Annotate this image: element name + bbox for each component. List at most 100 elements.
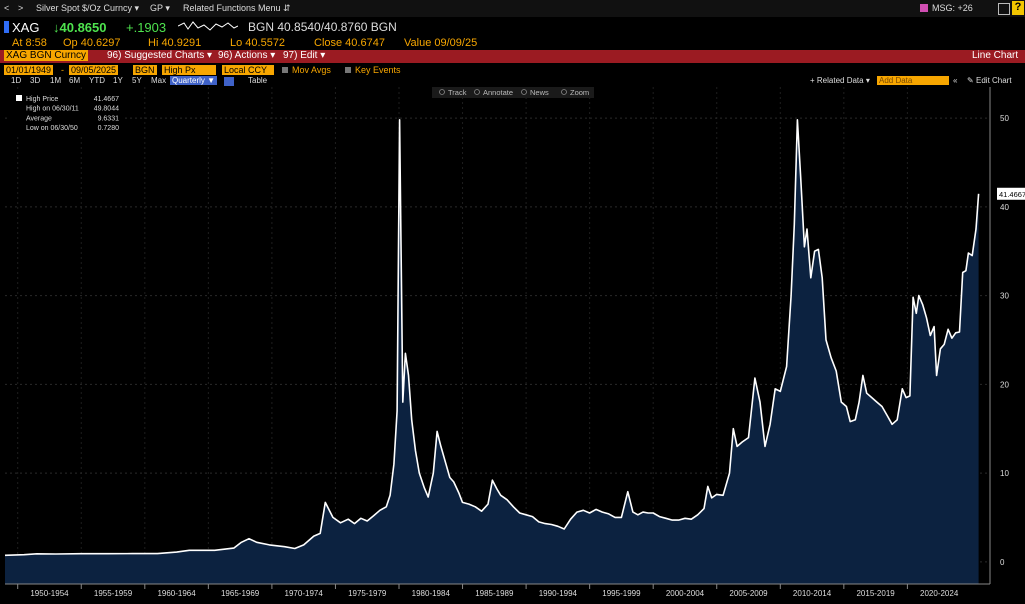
message-icon[interactable] (920, 4, 928, 12)
function-toolbar: XAG BGN Curncy 96) Suggested Charts ▾ 96… (0, 50, 1025, 63)
related-functions-menu[interactable]: Related Functions Menu ⇵ (183, 3, 291, 13)
annotate-icon (474, 89, 480, 95)
ticker-marker-icon (4, 21, 9, 33)
line-chart-icon[interactable] (224, 77, 234, 86)
news-icon (521, 89, 527, 95)
legend-high-value: 49.8044 (94, 106, 119, 113)
legend-average-label: Average (26, 115, 52, 122)
frequency-select[interactable]: Quarterly ▼ (170, 76, 218, 85)
add-data-input[interactable]: Add Data (877, 76, 949, 85)
x-tick-label: 1990-1994 (539, 589, 578, 598)
edit-chart-button[interactable]: Edit Chart (976, 76, 1012, 85)
tab-1m[interactable]: 1M (50, 76, 62, 85)
x-tick-label: 1965-1969 (221, 589, 260, 598)
related-data-button[interactable]: + Related Data ▾ (810, 76, 870, 85)
currency-select[interactable]: Local CCY (222, 65, 274, 75)
last-value-tag (997, 187, 1025, 200)
y-tick-label: 20 (1000, 380, 1009, 389)
tab-ytd[interactable]: YTD (89, 76, 105, 85)
tab-max[interactable]: Max (151, 76, 167, 85)
field-input[interactable]: High Px (162, 65, 216, 75)
last-price: ↓40.8650 (53, 20, 107, 35)
y-tick-label: 30 (1000, 292, 1009, 301)
tab-6m[interactable]: 6M (69, 76, 81, 85)
gp-menu[interactable]: GP ▾ (150, 3, 170, 13)
source-input[interactable]: BGN (133, 65, 157, 75)
actions-button[interactable]: 96) Actions ▾ (218, 50, 276, 61)
x-tick-label: 1950-1954 (30, 589, 69, 598)
legend-box (7, 91, 124, 135)
y-tick-label: 50 (1000, 114, 1009, 123)
collapse-icon[interactable]: « (953, 76, 958, 85)
chart-controls: 01/01/1949 - 09/05/2025 BGN High Px Loca… (0, 64, 1025, 77)
mov-avgs-checkbox[interactable] (282, 67, 288, 73)
x-tick-label: 1955-1959 (94, 589, 133, 598)
help-icon[interactable]: ? (1012, 1, 1024, 15)
legend-title-label: High Price (26, 96, 58, 103)
quote-line: XAG ↓40.8650 +.1903 BGN 40.8540/40.8760 … (0, 18, 1025, 36)
legend-low-value: 0.7280 (98, 125, 120, 132)
stat-open: Op 40.6297 (63, 37, 121, 49)
stat-time: At 8:58 (12, 37, 47, 49)
tab-5y[interactable]: 5Y (132, 76, 142, 85)
x-tick-label: 2020-2024 (920, 589, 959, 598)
legend-swatch (16, 95, 22, 101)
edit-chart-pencil-icon[interactable]: ✎ (967, 76, 974, 85)
ticker: XAG (12, 20, 40, 35)
x-tick-label: 1960-1964 (157, 589, 196, 598)
mov-avgs-label[interactable]: Mov Avgs (292, 65, 331, 75)
top-nav-bar: < > Silver Spot $/Oz Curncy ▾ GP ▾ Relat… (0, 0, 1025, 17)
edit-button[interactable]: 97) Edit ▾ (283, 50, 326, 61)
stat-low: Lo 40.5572 (230, 37, 286, 49)
msg-count[interactable]: MSG: +26 (932, 3, 973, 13)
period-tabs: 1D 3D 1M 6M YTD 1Y 5Y Max Quarterly ▼ Ta… (0, 76, 1025, 87)
legend-title-value: 41.4667 (94, 96, 119, 103)
x-tick-label: 2005-2009 (729, 589, 768, 598)
date-separator: - (61, 65, 64, 75)
tab-3d[interactable]: 3D (30, 76, 41, 85)
start-date-input[interactable]: 01/01/1949 (4, 65, 54, 75)
table-button[interactable]: Table (248, 76, 268, 85)
y-tick-label: 40 (1000, 203, 1009, 212)
x-tick-label: 2000-2004 (666, 589, 705, 598)
last-value-tag-text: 41.4667 (999, 190, 1025, 199)
security-field[interactable]: XAG BGN Curncy (4, 50, 89, 61)
stat-value: Value 09/09/25 (404, 37, 478, 49)
net-change: +.1903 (126, 20, 167, 35)
x-tick-label: 1970-1974 (285, 589, 324, 598)
x-tick-label: 2010-2014 (793, 589, 832, 598)
stat-close: Close 40.6747 (314, 37, 385, 49)
zoom-icon (561, 89, 567, 95)
y-tick-label: 0 (1000, 558, 1005, 567)
legend-average-value: 9.6331 (98, 115, 120, 122)
tab-1y[interactable]: 1Y (113, 76, 123, 85)
track-icon (439, 89, 445, 95)
sparkline-icon (178, 21, 238, 31)
key-events-checkbox[interactable] (345, 67, 351, 73)
end-date-input[interactable]: 09/05/2025 (69, 65, 119, 75)
x-tick-label: 1995-1999 (602, 589, 641, 598)
bid-ask: BGN 40.8540/40.8760 BGN (248, 20, 397, 34)
price-line[interactable] (4, 119, 980, 557)
legend-high-label: High on 06/30/11 (26, 106, 79, 113)
security-menu[interactable]: Silver Spot $/Oz Curncy ▾ (36, 3, 140, 13)
price-chart[interactable]: 0 10 20 30 40 50 1950-1954 1955-1959 1960-1964 19… (0, 87, 1025, 604)
back-arrow-icon[interactable]: < (4, 3, 10, 13)
y-tick-label: 10 (1000, 469, 1009, 478)
key-events-label[interactable]: Key Events (355, 65, 401, 75)
chart-tool-track[interactable]: Track (448, 88, 467, 97)
x-tick-label: 1980-1984 (412, 589, 451, 598)
x-tick-label: 1985-1989 (475, 589, 514, 598)
chart-tool-annotate[interactable]: Annotate (483, 88, 513, 97)
stats-line: At 8:58 Op 40.6297 Hi 40.9291 Lo 40.5572… (0, 37, 1025, 50)
window-restore-icon[interactable] (998, 3, 1010, 15)
forward-arrow-icon[interactable]: > (18, 3, 24, 13)
x-tick-label: 2015-2019 (856, 589, 895, 598)
legend-low-label: Low on 06/30/50 (26, 125, 78, 132)
suggested-charts-button[interactable]: 96) Suggested Charts ▾ (107, 50, 213, 61)
tab-1d[interactable]: 1D (11, 76, 22, 85)
chart-tool-news[interactable]: News (530, 88, 549, 97)
chart-tool-zoom[interactable]: Zoom (570, 88, 589, 97)
chart-tools-bar (432, 87, 594, 98)
stat-high: Hi 40.9291 (148, 37, 202, 49)
